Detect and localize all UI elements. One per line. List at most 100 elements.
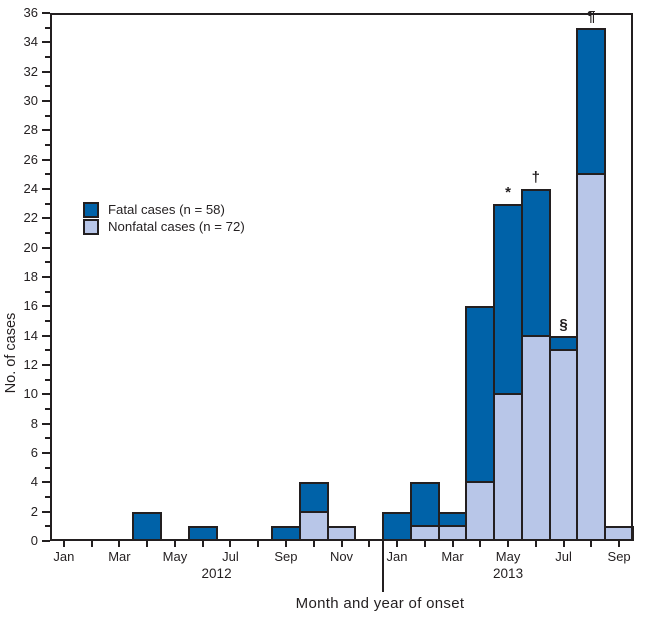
x-month-label: May [162, 549, 188, 564]
x-month-label: Sep [607, 549, 631, 564]
y-tick-label: 6 [30, 445, 38, 460]
bar-2013-Aug [576, 27, 607, 541]
bar-2012-Sep [271, 526, 301, 541]
y-tick-label: 8 [30, 415, 38, 431]
y-tick-label: 36 [23, 5, 38, 20]
annotation-symbol: § [559, 315, 568, 333]
y-tick-label: 28 [23, 122, 38, 138]
year-divider-line [382, 541, 385, 592]
x-tick [618, 541, 621, 547]
x-tick [146, 541, 149, 547]
legend-row: Fatal cases (n = 58) [83, 201, 245, 218]
bar-2012-Jun [187, 526, 218, 541]
bar-segment-nonfatal [300, 510, 327, 539]
x-tick [229, 541, 232, 547]
bar-segment-nonfatal [522, 334, 549, 539]
x-tick [562, 541, 565, 547]
legend-swatch [83, 201, 99, 218]
y-major-tick [42, 188, 50, 190]
x-month-label: Nov [329, 549, 354, 564]
x-tick [451, 541, 454, 547]
x-tick [479, 541, 482, 547]
y-major-tick [42, 481, 50, 484]
x-tick [257, 541, 260, 547]
legend: Fatal cases (n = 58) Nonfatal cases (n = … [83, 201, 245, 235]
y-tick-label: 34 [23, 34, 38, 50]
y-major-tick [42, 158, 50, 161]
x-tick [201, 541, 204, 547]
y-tick-label: 26 [23, 151, 38, 167]
y-major-tick [42, 129, 50, 132]
y-tick-label: 24 [23, 181, 38, 196]
x-tick [90, 541, 93, 547]
x-tick [62, 541, 65, 547]
x-tick [312, 541, 315, 547]
x-tick [368, 541, 371, 547]
annotation-symbol: ¶ [587, 7, 596, 25]
legend-label: Nonfatal cases (n = 72) [108, 219, 245, 234]
bar-2013-Jul [548, 335, 579, 541]
y-major-tick [42, 276, 50, 278]
bar-segment-nonfatal [495, 393, 521, 539]
bar-2012-Apr [132, 511, 163, 541]
x-month-label: Jan [53, 549, 75, 564]
y-major-tick [42, 334, 50, 337]
y-tick-label: 22 [23, 210, 38, 226]
bar-2013-Jun [520, 189, 551, 541]
y-major-tick [42, 305, 50, 308]
y-major-tick [42, 393, 50, 396]
x-tick [396, 541, 399, 547]
x-tick [534, 541, 537, 547]
y-major-tick [42, 422, 50, 425]
bar-2012-Nov [326, 526, 357, 541]
year-label-2012: 2012 [201, 566, 232, 581]
y-major-tick [42, 70, 50, 73]
y-major-tick [42, 100, 50, 102]
y-tick-label: 32 [23, 63, 38, 79]
x-tick [507, 541, 510, 547]
y-tick-label: 30 [23, 93, 38, 108]
x-tick [590, 541, 593, 547]
y-tick-label: 0 [30, 533, 38, 548]
x-tick [284, 541, 287, 547]
y-major-tick [42, 364, 50, 366]
y-tick-label: 2 [30, 503, 38, 519]
x-tick [173, 541, 176, 547]
y-major-tick [42, 452, 50, 454]
bar-2013-Sep [604, 526, 634, 541]
y-major-tick [42, 510, 50, 513]
legend-swatch [83, 218, 99, 235]
y-axis-title: No. of cases [3, 312, 19, 394]
x-month-label: Sep [274, 549, 298, 564]
x-month-label: Jul [222, 549, 239, 564]
bar-segment-nonfatal [550, 349, 577, 539]
y-major-tick [42, 217, 50, 220]
x-month-label: Mar [441, 549, 464, 564]
bar-2013-Apr [465, 306, 496, 541]
x-tick [423, 541, 426, 547]
x-tick [340, 541, 343, 547]
y-tick-label: 18 [23, 269, 38, 284]
bar-segment-nonfatal [467, 481, 494, 539]
y-tick-label: 4 [30, 474, 38, 490]
annotation-symbol: * [505, 183, 511, 201]
y-major-tick [42, 246, 50, 249]
legend-row: Nonfatal cases (n = 72) [83, 218, 245, 235]
bar-segment-nonfatal [439, 525, 466, 539]
bar-2012-Oct [298, 482, 329, 541]
y-major-tick [42, 540, 50, 542]
legend-label: Fatal cases (n = 58) [108, 202, 225, 217]
x-month-label: Jul [555, 549, 572, 564]
y-major-tick [42, 12, 50, 14]
plot-area: * † § ¶ [50, 8, 634, 541]
x-axis-title: Month and year of onset [295, 595, 465, 612]
bar-segment-nonfatal [411, 525, 438, 539]
x-month-label: May [495, 549, 521, 564]
x-tick [118, 541, 121, 547]
bar-2013-Jan [382, 511, 412, 541]
y-tick-label: 20 [23, 239, 38, 255]
bar-segment-nonfatal [578, 173, 605, 539]
bar-2013-May [493, 203, 523, 541]
bar-2013-Feb [409, 482, 440, 541]
